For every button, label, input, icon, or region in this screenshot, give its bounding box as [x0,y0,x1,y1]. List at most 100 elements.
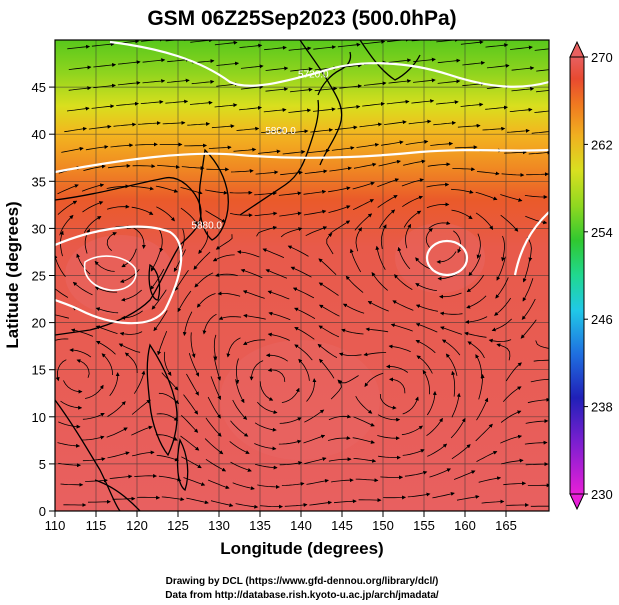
streamline [254,211,278,216]
streamline [239,105,262,111]
streamline [475,191,498,201]
taiwan-coast [148,263,161,301]
streamline [232,482,255,491]
streamline [411,99,435,104]
streamline [190,332,196,358]
streamline [240,64,264,69]
streamline [153,310,168,332]
indochina-coast [55,399,121,511]
x-axis-label: Longitude (degrees) [220,539,383,558]
streamline [124,352,138,374]
streamline [536,89,549,93]
streamline [188,352,200,377]
streamline [106,427,128,438]
streamline [121,310,143,320]
streamline [55,314,69,319]
streamline [235,358,240,385]
streamline [341,328,364,335]
streamline [85,144,109,151]
streamline [210,500,234,508]
streamline [278,439,302,445]
sakhalin-coast [359,40,421,81]
streamline [462,60,486,66]
streamline [55,254,66,278]
streamline [427,443,448,457]
streamline [378,455,401,460]
streamline [194,272,214,288]
streamline [364,372,384,388]
contour-label: 5800.0 [265,126,296,137]
y-tick-label: 45 [32,80,46,95]
streamline [165,99,189,104]
streamline [230,461,252,472]
streamline [180,435,200,451]
streamline [530,378,549,383]
colorbar: 230 238 246 254 262 270 [569,40,613,511]
streamline [501,173,525,178]
streamline [161,496,185,502]
streamline [386,364,409,373]
streamline [440,326,463,335]
streamline [451,209,473,220]
streamline [205,210,226,223]
streamline [304,457,327,465]
streamline [413,78,436,83]
colorbar-tick-label: 254 [591,225,613,240]
streamline [476,171,500,176]
streamline [333,499,357,504]
warm-anomaly [65,235,175,315]
streamline [67,44,91,50]
streamline [401,425,423,436]
luzon-coast [146,343,178,457]
streamline [415,283,437,291]
streamline [85,384,104,399]
streamline [281,387,300,403]
streamline [445,353,458,376]
streamline [61,146,84,153]
streamline [437,79,461,84]
streamline [262,248,285,258]
x-tick-label: 115 [86,518,107,533]
streamline [134,473,158,478]
streamline [243,313,266,320]
streamline [436,40,460,43]
streamline [161,372,179,391]
streamline [290,266,312,278]
streamline [94,286,118,293]
streamline [522,257,531,283]
streamline [230,168,254,173]
streamline [379,393,397,410]
streamline [432,491,455,499]
x-tick-label: 135 [249,518,271,533]
streamline [240,268,263,279]
streamline [91,42,115,47]
map-title: GSM 06Z25Sep2023 (500.0hPa) [147,7,456,30]
streamline [281,481,305,486]
streamline [528,150,549,155]
streamline [96,340,116,355]
streamline [352,437,375,444]
streamline [107,451,130,459]
russia-coast [299,40,343,166]
streamline [268,311,291,321]
streamline [257,484,280,489]
streamline [81,183,105,192]
streamline [64,126,87,133]
streamline [377,195,398,208]
streamline [520,319,537,339]
streamline [386,99,410,105]
streamline [476,397,489,421]
streamline [318,325,340,338]
streamline [337,42,361,48]
streamline [453,230,462,254]
streamline [211,124,235,129]
streamline [527,397,549,404]
streamline [294,307,316,319]
streamline [451,370,456,397]
y-tick-label: 5 [39,457,46,472]
streamline [511,66,535,71]
streamline [475,423,493,442]
mindanao-coast [176,438,189,492]
streamline [464,331,487,338]
streamline [107,401,126,417]
